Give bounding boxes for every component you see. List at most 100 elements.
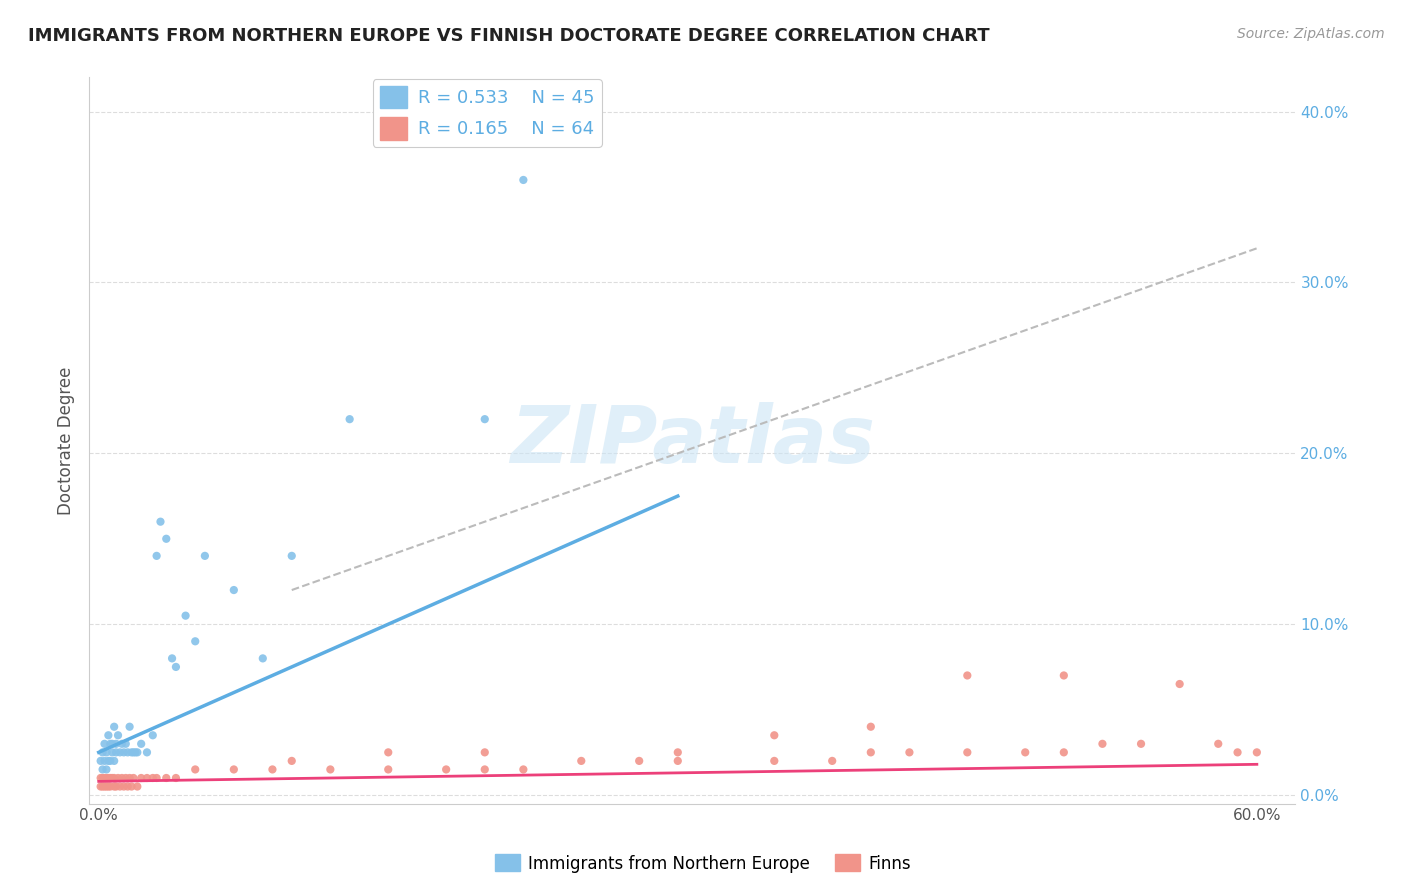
Point [194, 549, 217, 563]
Point [117, 780, 139, 794]
Point [114, 771, 136, 785]
Point [129, 737, 152, 751]
Point [107, 771, 129, 785]
Point [1053, 745, 1076, 759]
Point [105, 745, 128, 759]
Point [91, 763, 114, 777]
Point [280, 549, 302, 563]
Point [136, 771, 159, 785]
Point [108, 745, 131, 759]
Point [105, 780, 128, 794]
Point [512, 173, 534, 187]
Point [1168, 677, 1191, 691]
Point [118, 771, 141, 785]
Point [666, 745, 689, 759]
Point [96, 771, 118, 785]
Point [1226, 745, 1249, 759]
Point [117, 745, 139, 759]
Point [107, 728, 129, 742]
Point [859, 720, 882, 734]
Point [114, 737, 136, 751]
Point [111, 771, 134, 785]
Point [101, 745, 124, 759]
Point [91, 745, 114, 759]
Point [111, 737, 134, 751]
Point [222, 582, 245, 597]
Point [124, 745, 146, 759]
Point [98, 754, 121, 768]
Point [184, 634, 207, 648]
Point [1246, 745, 1268, 759]
Point [512, 763, 534, 777]
Point [98, 780, 121, 794]
Point [1206, 737, 1229, 751]
Point [1014, 745, 1036, 759]
Point [122, 745, 145, 759]
Point [160, 651, 183, 665]
Point [108, 780, 131, 794]
Point [339, 412, 361, 426]
Point [90, 771, 112, 785]
Point [145, 549, 167, 563]
Point [1053, 668, 1076, 682]
Point [122, 771, 145, 785]
Point [956, 668, 979, 682]
Point [956, 745, 979, 759]
Point [1130, 737, 1153, 751]
Point [474, 763, 496, 777]
Point [121, 780, 143, 794]
Point [474, 745, 496, 759]
Point [93, 771, 115, 785]
Point [101, 771, 124, 785]
Point [103, 780, 125, 794]
Legend: R = 0.533    N = 45, R = 0.165    N = 64: R = 0.533 N = 45, R = 0.165 N = 64 [373, 79, 602, 146]
Point [97, 771, 120, 785]
Legend: Immigrants from Northern Europe, Finns: Immigrants from Northern Europe, Finns [488, 847, 918, 880]
Point [222, 763, 245, 777]
Point [93, 754, 115, 768]
Point [97, 728, 120, 742]
Point [898, 745, 921, 759]
Point [93, 780, 115, 794]
Point [1091, 737, 1114, 751]
Point [149, 515, 172, 529]
Point [821, 754, 844, 768]
Point [112, 780, 135, 794]
Point [136, 745, 159, 759]
Point [93, 737, 115, 751]
Point [377, 763, 399, 777]
Point [103, 771, 125, 785]
Point [127, 745, 149, 759]
Point [155, 532, 177, 546]
Point [90, 754, 112, 768]
Point [377, 745, 399, 759]
Text: ZIPatlas: ZIPatlas [510, 401, 875, 480]
Text: Source: ZipAtlas.com: Source: ZipAtlas.com [1237, 27, 1385, 41]
Point [121, 745, 143, 759]
Point [763, 754, 786, 768]
Point [434, 763, 457, 777]
Point [98, 737, 121, 751]
Point [859, 745, 882, 759]
Point [142, 771, 165, 785]
Point [280, 754, 302, 768]
Point [105, 737, 128, 751]
Point [763, 728, 786, 742]
Point [165, 660, 187, 674]
Point [96, 763, 118, 777]
Point [628, 754, 651, 768]
Point [103, 720, 125, 734]
Point [165, 771, 187, 785]
Point [91, 780, 114, 794]
Point [155, 771, 177, 785]
Point [142, 728, 165, 742]
Text: IMMIGRANTS FROM NORTHERN EUROPE VS FINNISH DOCTORATE DEGREE CORRELATION CHART: IMMIGRANTS FROM NORTHERN EUROPE VS FINNI… [28, 27, 990, 45]
Y-axis label: Doctorate Degree: Doctorate Degree [58, 367, 75, 515]
Point [174, 608, 197, 623]
Point [129, 771, 152, 785]
Point [569, 754, 592, 768]
Point [97, 780, 120, 794]
Point [97, 754, 120, 768]
Point [262, 763, 284, 777]
Point [96, 745, 118, 759]
